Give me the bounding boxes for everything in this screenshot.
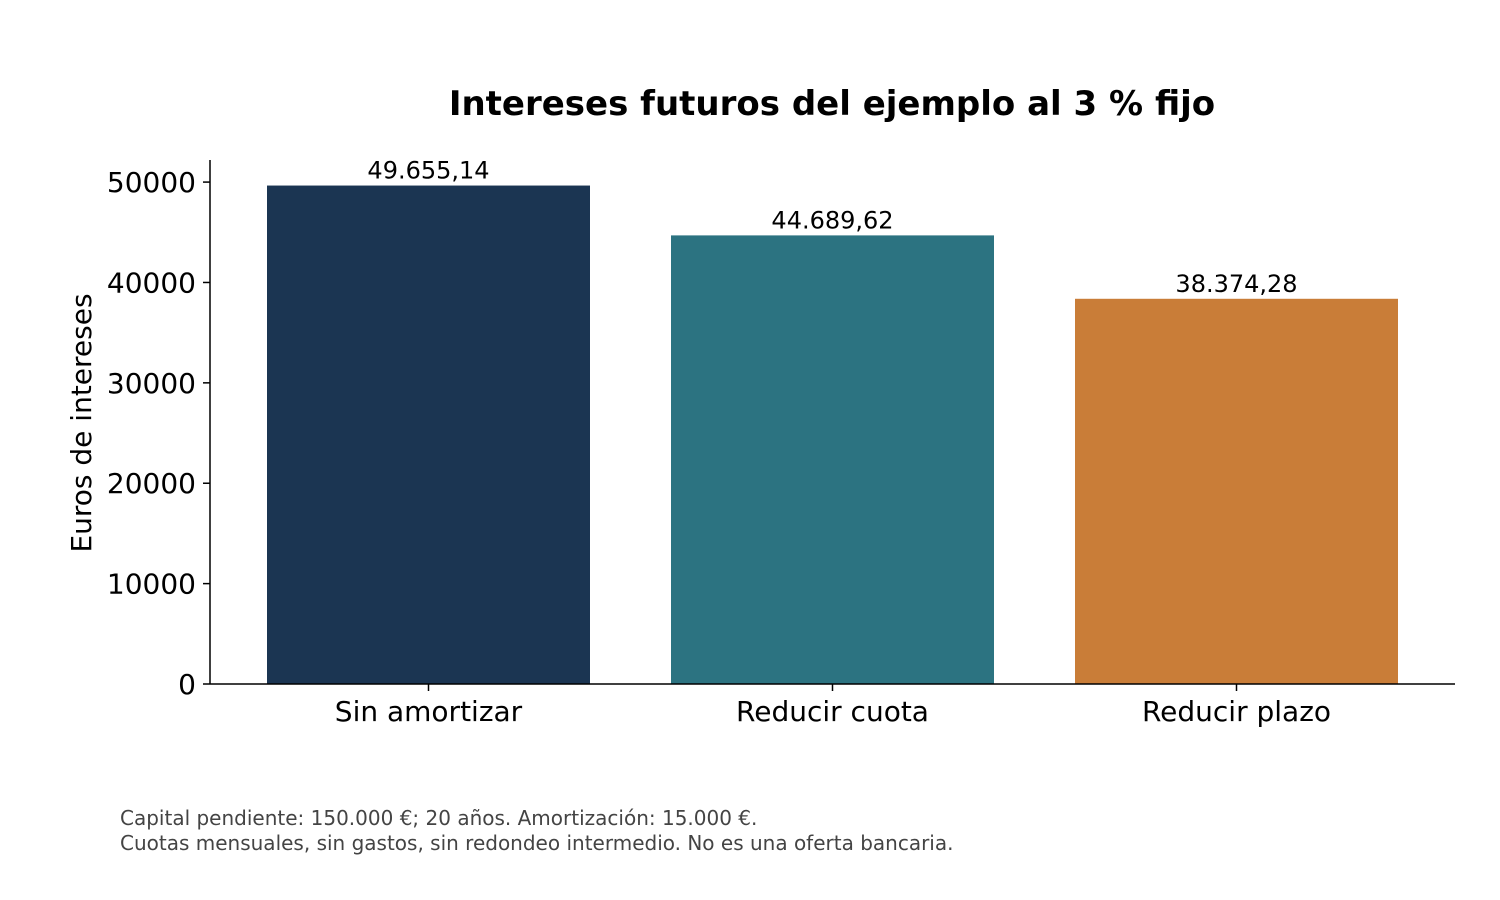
footnote-line-2: Cuotas mensuales, sin gastos, sin redond… xyxy=(120,831,954,855)
bar-value-label: 44.689,62 xyxy=(771,206,893,234)
y-tick-label: 20000 xyxy=(107,467,196,500)
x-tick-label: Reducir plazo xyxy=(1142,695,1331,728)
chart-title: Intereses futuros del ejemplo al 3 % fij… xyxy=(449,84,1215,124)
bar xyxy=(267,185,590,685)
x-tick-label: Reducir cuota xyxy=(736,695,929,728)
y-tick-label: 30000 xyxy=(107,367,196,400)
bar-value-label: 49.655,14 xyxy=(367,157,489,185)
y-tick-label: 50000 xyxy=(107,166,196,199)
bar-value-label: 38.374,28 xyxy=(1175,270,1297,298)
y-tick-label: 10000 xyxy=(107,568,196,601)
y-axis-label: Euros de intereses xyxy=(65,293,98,552)
bar xyxy=(671,235,994,685)
bar xyxy=(1075,298,1398,684)
x-tick-label: Sin amortizar xyxy=(335,695,523,728)
plot-area: 49.655,14 Sin amortizar 44.689,62 Reducir c… xyxy=(107,157,1455,728)
y-tick-label: 0 xyxy=(178,668,196,701)
footnote-line-1: Capital pendiente: 150.000 €; 20 años. A… xyxy=(120,806,758,830)
y-tick-label: 40000 xyxy=(107,266,196,299)
